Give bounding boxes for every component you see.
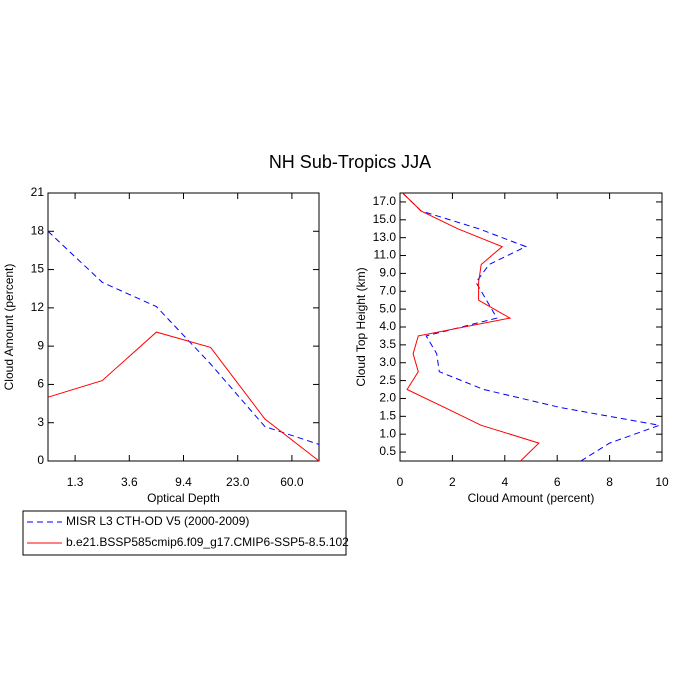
y-axis-title: Cloud Amount (percent) bbox=[2, 264, 16, 391]
legend-box bbox=[22, 510, 347, 556]
plot-frame bbox=[399, 192, 663, 462]
x-tick-label: 60.0 bbox=[280, 475, 304, 489]
plot-frame bbox=[47, 192, 320, 462]
x-tick-label: 2 bbox=[449, 475, 456, 489]
y-tick-label: 0 bbox=[37, 453, 44, 467]
series-line bbox=[47, 230, 320, 445]
y-tick-label: 3.0 bbox=[379, 355, 396, 369]
y-tick-label: 4.0 bbox=[379, 319, 396, 333]
series-line bbox=[402, 192, 662, 462]
x-tick-label: 1.3 bbox=[67, 475, 84, 489]
y-tick-label: 2.5 bbox=[379, 373, 396, 387]
x-tick-label: 4 bbox=[501, 475, 508, 489]
x-tick-label: 9.4 bbox=[175, 475, 192, 489]
y-tick-label: 9.0 bbox=[379, 266, 396, 280]
y-tick-label: 6 bbox=[37, 377, 44, 391]
y-tick-label: 5.0 bbox=[379, 301, 396, 315]
legend-label: b.e21.BSSP585cmip6.f09_g17.CMIP6-SSP5-8.… bbox=[66, 535, 349, 549]
y-tick-label: 15.0 bbox=[373, 212, 397, 226]
y-tick-label: 0.5 bbox=[379, 444, 396, 458]
x-tick-label: 8 bbox=[606, 475, 613, 489]
y-tick-label: 15 bbox=[31, 262, 45, 276]
y-tick-label: 1.5 bbox=[379, 409, 396, 423]
y-tick-label: 18 bbox=[31, 223, 45, 237]
y-axis-title: Cloud Top Height (km) bbox=[354, 267, 368, 386]
x-tick-label: 3.6 bbox=[121, 475, 138, 489]
series-line bbox=[402, 192, 540, 462]
y-tick-label: 11.0 bbox=[374, 248, 397, 262]
x-tick-label: 6 bbox=[554, 475, 561, 489]
x-axis-title: Cloud Amount (percent) bbox=[468, 491, 595, 505]
y-tick-label: 13.0 bbox=[373, 230, 397, 244]
y-tick-label: 2.0 bbox=[379, 391, 396, 405]
x-tick-label: 10 bbox=[655, 475, 669, 489]
x-tick-label: 0 bbox=[397, 475, 404, 489]
y-tick-label: 7.0 bbox=[379, 283, 396, 297]
x-axis-title: Optical Depth bbox=[147, 491, 220, 505]
y-tick-label: 12 bbox=[31, 300, 45, 314]
y-tick-label: 3.5 bbox=[379, 337, 396, 351]
series-line bbox=[47, 331, 320, 462]
y-tick-label: 21 bbox=[31, 185, 45, 199]
y-tick-label: 1.0 bbox=[379, 426, 396, 440]
y-tick-label: 17.0 bbox=[373, 194, 397, 208]
figure-title: NH Sub-Tropics JJA bbox=[269, 152, 431, 172]
y-tick-label: 9 bbox=[37, 338, 44, 352]
x-tick-label: 23.0 bbox=[226, 475, 250, 489]
y-tick-label: 3 bbox=[37, 415, 44, 429]
legend-label: MISR L3 CTH-OD V5 (2000-2009) bbox=[66, 514, 249, 528]
